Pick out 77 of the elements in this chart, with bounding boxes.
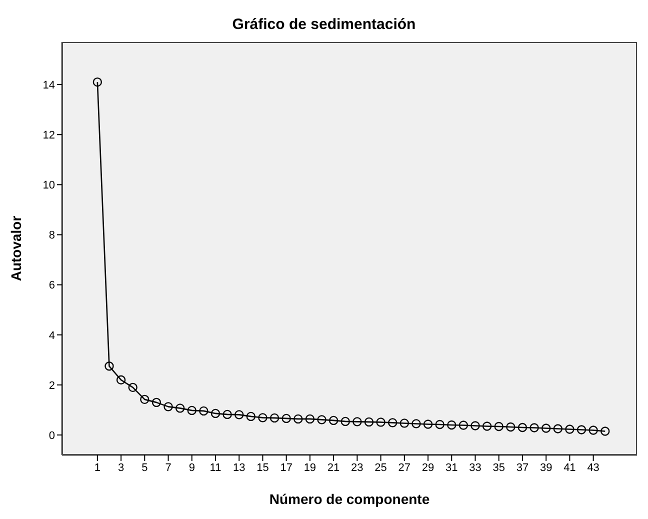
point [447,420,456,430]
x-tick-label: 5 [142,462,148,474]
y-tick-label: 14 [42,79,55,92]
point [92,77,102,87]
point [423,420,433,429]
x-tick-label: 21 [327,462,340,474]
point [412,419,421,428]
point [187,406,196,416]
point [600,426,610,436]
point [518,422,528,432]
x-tick-label: 27 [398,462,411,474]
point [128,382,138,392]
point [246,412,256,422]
point [199,406,208,416]
x-tick-label: 37 [516,462,529,474]
x-tick-label: 13 [232,462,246,474]
y-tick-label: 6 [48,280,55,292]
point [388,418,398,428]
x-tick-label: 9 [188,462,195,474]
point [328,416,338,426]
point [258,413,268,422]
point [140,394,150,404]
point [470,421,480,430]
point [222,410,232,420]
point [210,408,220,418]
x-tick-label: 43 [587,462,600,474]
point [435,420,444,430]
point [565,424,574,434]
point [364,417,374,427]
point [116,375,126,385]
x-tick-label: 31 [446,462,458,474]
point [376,418,386,427]
point [588,426,598,435]
y-tick-label: 2 [48,380,55,392]
point [576,425,586,434]
point [340,416,350,426]
chart-title: Gráfico de sedimentación [231,16,417,33]
point [494,422,504,432]
point [541,424,551,433]
point [400,418,409,428]
point [164,402,173,412]
point [317,415,326,424]
point [482,422,492,431]
x-tick-label: 41 [564,462,576,474]
x-tick-label: 15 [256,462,269,474]
point [152,398,162,408]
y-tick-label: 10 [42,180,55,192]
x-tick-label: 1 [94,462,100,474]
point [506,422,516,432]
point [270,413,280,423]
point [294,414,303,424]
x-tick-label: 7 [165,462,172,474]
point [104,362,114,371]
y-tick-label: 12 [42,130,55,142]
point [234,410,244,420]
point [305,414,315,424]
x-tick-label: 29 [422,462,434,474]
y-tick-label: 8 [48,230,55,242]
x-tick-label: 25 [374,462,387,474]
point [282,414,291,424]
x-tick-label: 39 [540,462,552,474]
y-axis-title: Autovalor [8,215,24,282]
x-tick-label: 33 [469,462,482,474]
x-tick-label: 19 [304,462,316,474]
y-tick-label: 4 [48,330,55,342]
y-tick-label: 0 [48,430,55,442]
x-tick-label: 11 [210,462,222,474]
x-tick-label: 17 [280,462,292,474]
point [175,404,185,413]
x-axis-title: Número de componente [269,491,430,507]
point [553,424,562,434]
x-tick-label: 23 [351,462,364,474]
point [352,417,362,426]
point [530,423,539,432]
x-tick-label: 3 [118,462,124,474]
point [458,420,468,430]
x-tick-label: 35 [492,462,505,474]
